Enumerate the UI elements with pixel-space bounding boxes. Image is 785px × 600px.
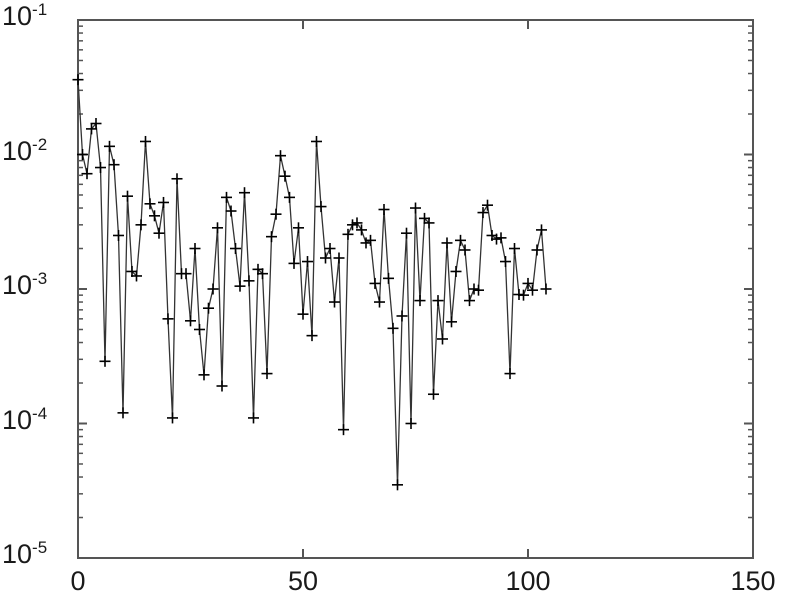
y-tick-exponent: -1	[32, 0, 48, 19]
y-tick-exponent: -5	[32, 538, 48, 557]
x-tick-label: 100	[505, 566, 551, 596]
y-tick-mantissa: 10	[2, 135, 33, 166]
y-tick-label: 10-2	[2, 136, 47, 167]
y-tick-label: 10-4	[2, 405, 47, 436]
y-tick-label: 10-1	[2, 1, 47, 32]
y-tick-mantissa: 10	[2, 404, 33, 435]
data-series-line	[77, 79, 547, 486]
x-tick-label: 0	[70, 566, 86, 596]
data-series-markers	[72, 74, 552, 491]
x-tick-label: 50	[287, 566, 319, 596]
y-tick-exponent: -4	[32, 403, 48, 423]
y-tick-exponent: -3	[32, 269, 48, 288]
y-tick-mantissa: 10	[2, 539, 33, 569]
axes-frame	[77, 19, 754, 559]
y-tick-label: 10-3	[2, 270, 47, 301]
y-tick-exponent: -2	[32, 134, 48, 154]
y-tick-mantissa: 10	[2, 270, 33, 300]
y-tick-mantissa: 10	[2, 1, 33, 31]
axis-ticks	[78, 19, 753, 559]
y-tick-label: 10-5	[2, 539, 47, 570]
x-tick-label: 150	[730, 566, 776, 596]
